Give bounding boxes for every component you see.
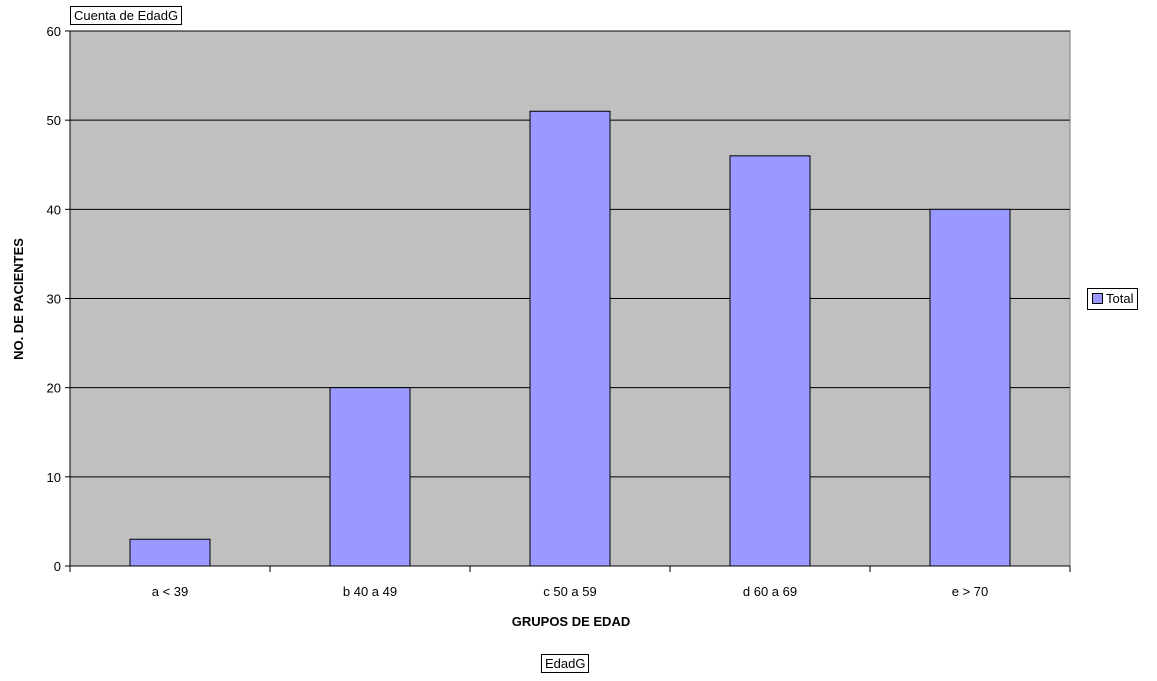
bar-4 bbox=[929, 208, 1011, 567]
pivot-data-field-button[interactable]: Cuenta de EdadG bbox=[70, 6, 183, 25]
bar-0 bbox=[129, 538, 211, 567]
y-tick-label: 30 bbox=[47, 292, 61, 307]
x-tick-labels: a < 39 b 40 a 49 c 50 a 59 d 60 a 69 e > 70 bbox=[152, 584, 989, 599]
bar-1 bbox=[329, 387, 411, 567]
x-tick-label: a < 39 bbox=[152, 584, 189, 599]
y-tick-label: 50 bbox=[47, 113, 61, 128]
bars bbox=[129, 110, 1011, 567]
y-tick-labels: 0 10 20 30 40 50 60 bbox=[47, 24, 61, 574]
x-tick-label: d 60 a 69 bbox=[743, 584, 797, 599]
axes bbox=[65, 30, 1071, 572]
bar-3 bbox=[729, 155, 811, 567]
y-tick-label: 0 bbox=[54, 559, 61, 574]
legend-label: Total bbox=[1106, 291, 1134, 306]
x-axis-label: GRUPOS DE EDAD bbox=[512, 614, 630, 629]
x-tick-label: b 40 a 49 bbox=[343, 584, 397, 599]
y-axis-label: NO. DE PACIENTES bbox=[11, 238, 26, 360]
bar-2 bbox=[529, 110, 611, 567]
x-tick-label: c 50 a 59 bbox=[543, 584, 597, 599]
pivot-axis-field-button[interactable]: EdadG bbox=[541, 654, 590, 673]
x-tick-label: e > 70 bbox=[952, 584, 989, 599]
legend-swatch bbox=[1092, 293, 1103, 305]
y-tick-label: 10 bbox=[47, 470, 61, 485]
y-tick-label: 60 bbox=[47, 24, 61, 39]
y-tick-label: 40 bbox=[47, 202, 61, 217]
legend: Total bbox=[1087, 288, 1139, 310]
y-tick-label: 20 bbox=[47, 381, 61, 396]
